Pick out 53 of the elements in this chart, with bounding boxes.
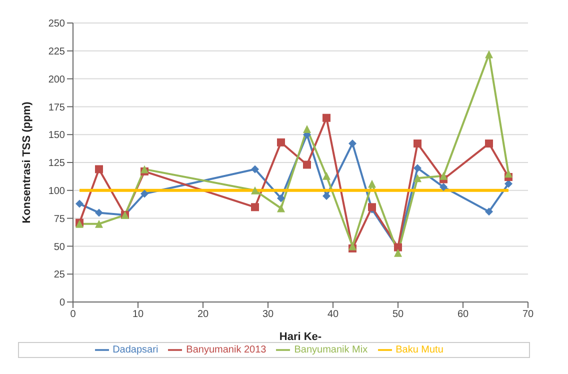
point <box>322 192 330 200</box>
point <box>251 203 259 212</box>
point <box>303 125 311 134</box>
point <box>277 194 285 202</box>
point <box>394 248 402 257</box>
y-tick-label: 250 <box>48 18 66 30</box>
legend-label: Baku Mutu <box>396 344 444 356</box>
x-tick-label: 60 <box>457 309 469 320</box>
x-tick-label: 0 <box>70 309 76 320</box>
legend-label: Dadapsari <box>112 344 158 356</box>
point <box>414 164 422 172</box>
point <box>303 160 311 169</box>
point <box>440 183 448 192</box>
point <box>95 220 103 228</box>
point <box>322 172 330 180</box>
x-tick-label: 50 <box>392 309 404 320</box>
point <box>277 138 285 146</box>
point <box>95 208 103 217</box>
y-tick-label: 175 <box>48 102 66 114</box>
point <box>485 50 493 58</box>
y-tick-label: 150 <box>48 130 66 142</box>
point <box>485 208 493 216</box>
y-tick-label: 25 <box>54 270 66 281</box>
point <box>251 165 259 174</box>
x-tick-label: 30 <box>262 309 274 320</box>
y-tick-label: 50 <box>54 242 66 253</box>
point <box>251 186 259 194</box>
y-tick-label: 200 <box>48 74 66 86</box>
x-tick-label: 10 <box>132 309 144 320</box>
y-tick-label: 75 <box>54 214 66 225</box>
y-tick-label: 100 <box>48 186 66 197</box>
point <box>140 190 148 198</box>
legend-label: Banyumanik 2013 <box>186 344 266 356</box>
legend-label: Banyumanik Mix <box>294 344 368 356</box>
point <box>504 170 512 178</box>
point <box>76 200 84 208</box>
x-tick-label: 40 <box>327 309 339 320</box>
point <box>322 114 330 122</box>
point <box>414 140 422 148</box>
point <box>414 174 422 182</box>
x-axis-title: Hari Ke- <box>279 331 322 343</box>
point <box>440 172 448 180</box>
y-axis-title: Konsentrasi TSS (ppm) <box>20 101 33 224</box>
point <box>485 140 493 148</box>
x-tick-label: 20 <box>197 309 209 320</box>
point <box>368 180 376 188</box>
point <box>95 165 103 174</box>
y-tick-label: 125 <box>48 158 66 170</box>
x-tick-label: 70 <box>522 309 534 320</box>
point <box>277 204 285 212</box>
y-tick-label: 0 <box>59 298 66 309</box>
point <box>348 140 356 148</box>
y-tick-label: 225 <box>48 46 66 58</box>
